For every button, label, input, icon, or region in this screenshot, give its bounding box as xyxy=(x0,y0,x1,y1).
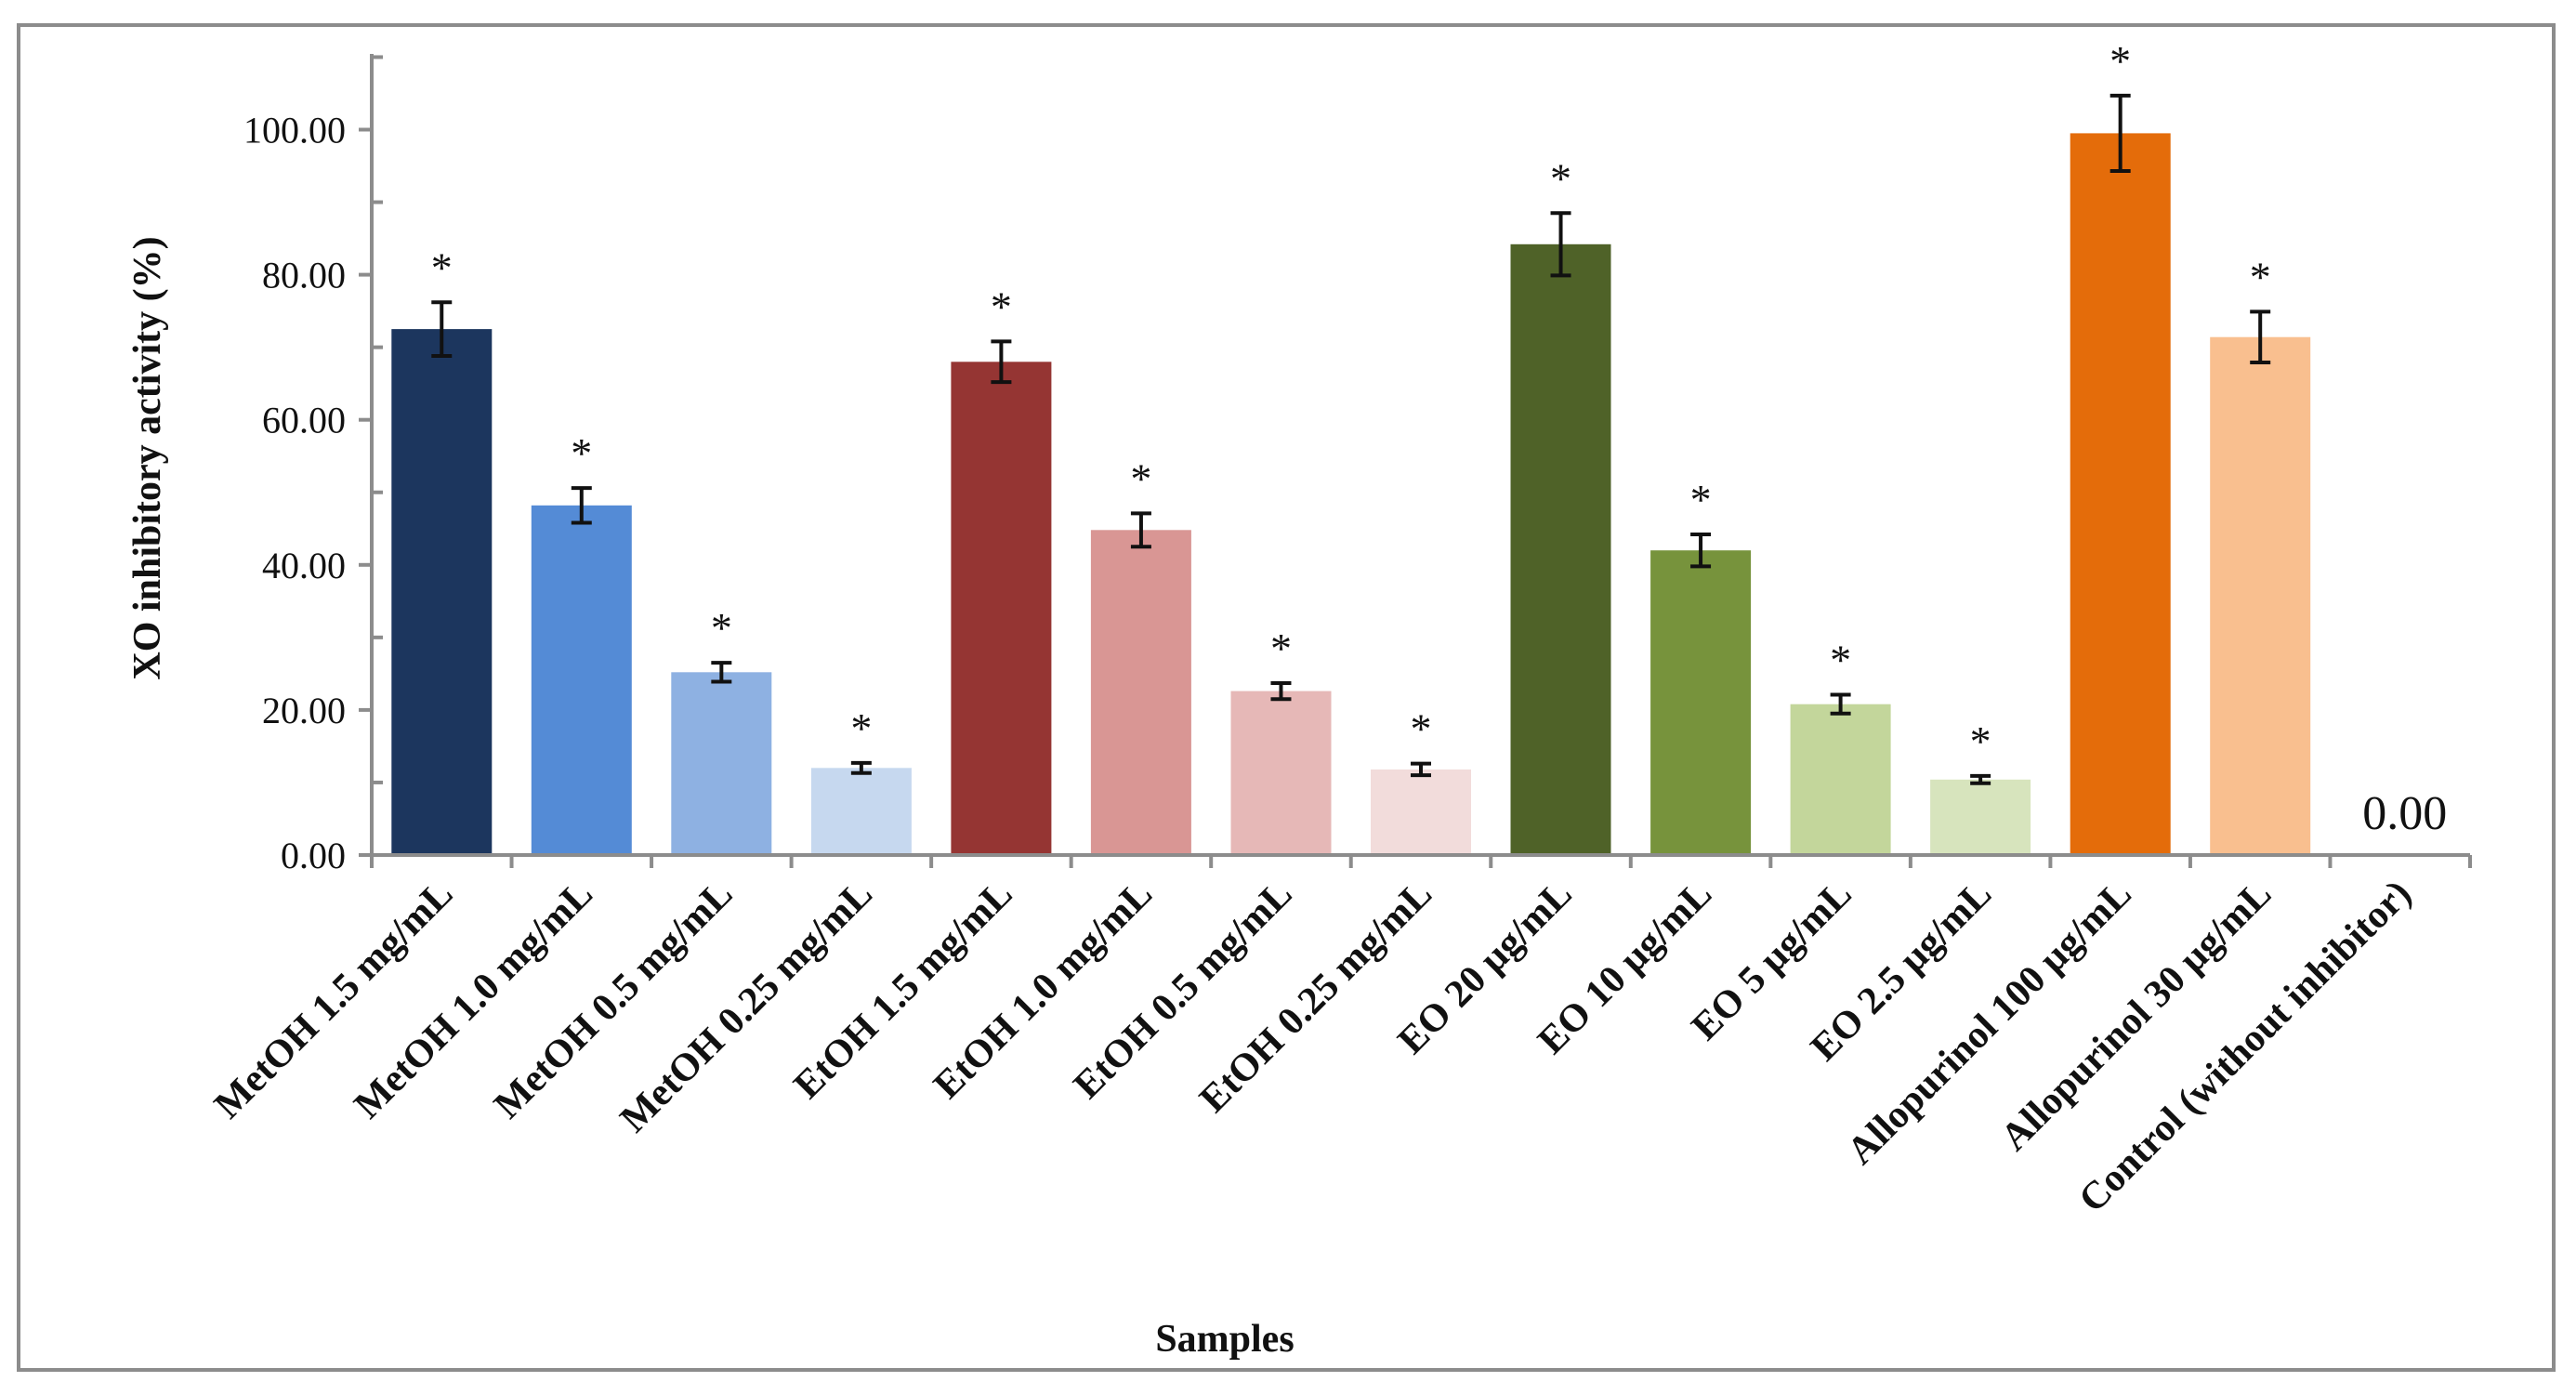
bar-7 xyxy=(1230,691,1332,855)
significance-marker-3: * xyxy=(711,604,732,651)
x-axis-title: Samples xyxy=(1155,1318,1294,1361)
significance-marker-13: * xyxy=(2109,37,2131,85)
bar-2 xyxy=(531,505,632,855)
x-category-label-3: MetOH 0.5 mg/mL xyxy=(486,873,741,1127)
bar-3 xyxy=(671,672,772,855)
significance-marker-10: * xyxy=(1690,476,1712,523)
bar-12 xyxy=(1930,779,2031,855)
bar-9 xyxy=(1510,243,1611,855)
bars-layer xyxy=(391,133,2311,856)
significance-marker-6: * xyxy=(1130,454,1151,502)
error-bars-layer xyxy=(431,93,2271,785)
x-category-label-2: MetOH 1.0 mg/mL xyxy=(347,873,601,1127)
significance-marker-1: * xyxy=(431,243,453,291)
significance-marker-7: * xyxy=(1270,625,1292,672)
significance-marker-11: * xyxy=(1830,637,1851,684)
bar-4 xyxy=(810,768,912,855)
significance-marker-12: * xyxy=(1970,717,1991,765)
y-axis-title: XO inhibitory activity (%) xyxy=(126,236,169,679)
bar-11 xyxy=(1790,704,1891,855)
significance-marker-8: * xyxy=(1411,705,1432,753)
x-category-label-13: Allopurinol 100 µg/mL xyxy=(1839,873,2140,1174)
y-tick-label-0: 0.00 xyxy=(281,835,346,876)
significance-marker-2: * xyxy=(571,429,592,477)
value-label-15: 0.00 xyxy=(2362,787,2447,840)
y-tick-label-1: 20.00 xyxy=(262,690,346,731)
significance-markers-layer: * * * * * * * * * * * * * * xyxy=(431,37,2271,765)
x-category-label-1: MetOH 1.5 mg/mL xyxy=(206,873,461,1127)
x-category-label-4: MetOH 0.25 mg/mL xyxy=(612,873,881,1141)
bar-10 xyxy=(1650,550,1752,855)
x-category-label-14: Allopurinol 30 µg/mL xyxy=(1993,873,2280,1160)
bar-14 xyxy=(2210,336,2311,855)
bar-1 xyxy=(391,329,493,856)
significance-marker-9: * xyxy=(1550,154,1571,202)
bar-6 xyxy=(1090,530,1191,855)
significance-marker-5: * xyxy=(991,283,1012,330)
y-tick-label-5: 100.00 xyxy=(243,110,346,151)
y-tick-label-2: 40.00 xyxy=(262,545,346,586)
y-tick-label-3: 60.00 xyxy=(262,400,346,441)
bar-5 xyxy=(951,362,1052,855)
bar-13 xyxy=(2070,133,2171,855)
bar-8 xyxy=(1371,769,1471,855)
significance-marker-14: * xyxy=(2250,253,2271,300)
value-labels-layer: 0.00 xyxy=(2362,787,2447,840)
y-tick-labels-layer: 0.00 20.00 40.00 60.00 80.00 100.00 xyxy=(243,110,346,877)
significance-marker-4: * xyxy=(850,704,872,752)
y-tick-label-4: 80.00 xyxy=(262,255,346,296)
axes-layer xyxy=(359,54,2472,868)
x-category-label-8: EtOH 0.25 mg/mL xyxy=(1191,873,1440,1122)
